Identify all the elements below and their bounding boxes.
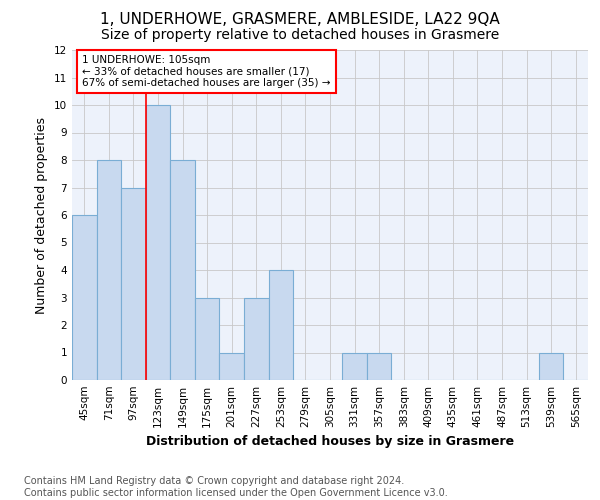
Bar xyxy=(170,160,195,380)
Bar xyxy=(146,105,170,380)
Bar xyxy=(244,298,269,380)
Bar xyxy=(220,352,244,380)
Bar xyxy=(342,352,367,380)
Bar xyxy=(195,298,220,380)
Bar xyxy=(121,188,146,380)
Text: Size of property relative to detached houses in Grasmere: Size of property relative to detached ho… xyxy=(101,28,499,42)
Bar xyxy=(97,160,121,380)
Bar xyxy=(72,215,97,380)
Bar xyxy=(539,352,563,380)
Y-axis label: Number of detached properties: Number of detached properties xyxy=(35,116,49,314)
Text: Contains HM Land Registry data © Crown copyright and database right 2024.
Contai: Contains HM Land Registry data © Crown c… xyxy=(24,476,448,498)
Bar xyxy=(269,270,293,380)
X-axis label: Distribution of detached houses by size in Grasmere: Distribution of detached houses by size … xyxy=(146,436,514,448)
Text: 1, UNDERHOWE, GRASMERE, AMBLESIDE, LA22 9QA: 1, UNDERHOWE, GRASMERE, AMBLESIDE, LA22 … xyxy=(100,12,500,28)
Text: 1 UNDERHOWE: 105sqm
← 33% of detached houses are smaller (17)
67% of semi-detach: 1 UNDERHOWE: 105sqm ← 33% of detached ho… xyxy=(82,55,331,88)
Bar xyxy=(367,352,391,380)
